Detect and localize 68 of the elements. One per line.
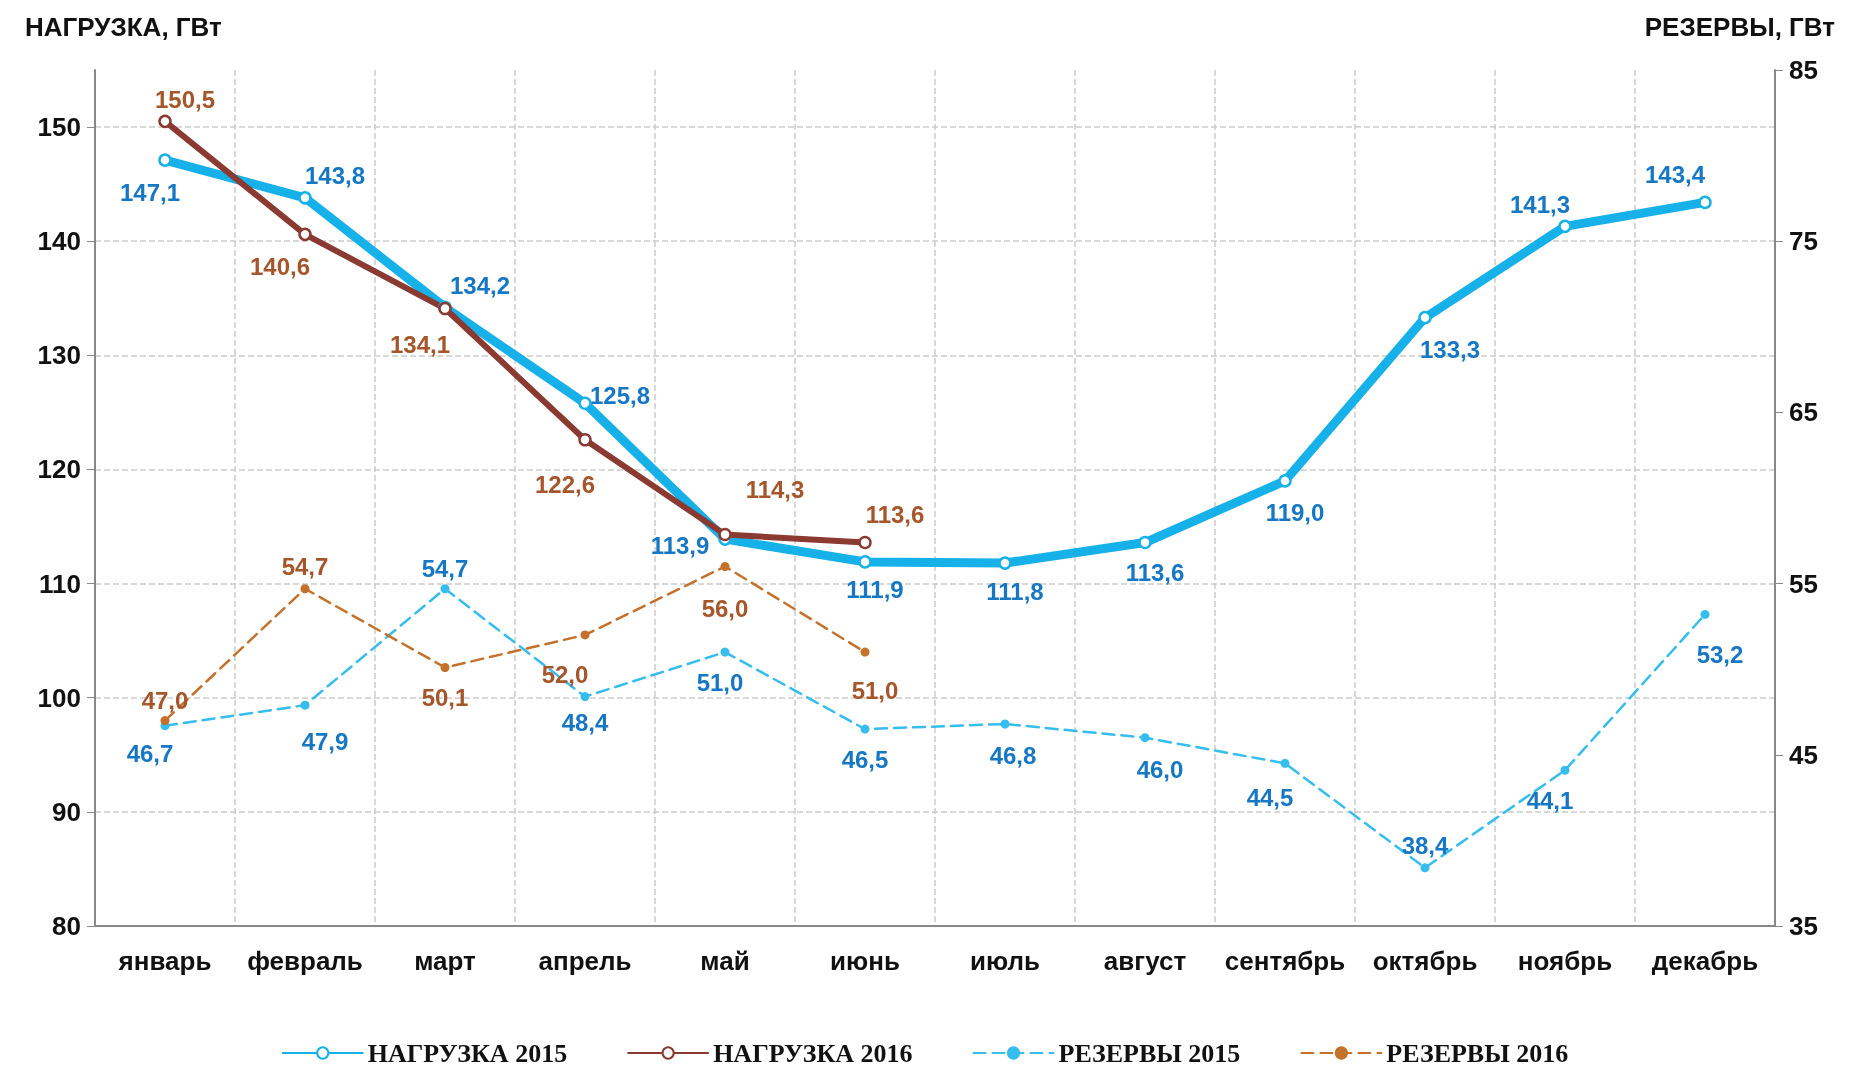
- data-label: 54,7: [281, 553, 329, 581]
- data-label: 46,5: [841, 745, 889, 773]
- data-label: 113,6: [865, 501, 925, 529]
- y-tick-label: 80: [52, 911, 81, 941]
- data-label: 113,9: [650, 531, 710, 559]
- y-tick-label: 90: [52, 796, 81, 827]
- y2-tick-label: 75: [1789, 226, 1818, 257]
- data-label: 46,8: [989, 742, 1037, 770]
- legend-label: РЕЗЕРВЫ 2016: [1386, 1038, 1569, 1068]
- x-tick-label: апрель: [538, 946, 632, 976]
- data-label: 134,1: [389, 331, 451, 359]
- x-tick-label: октябрь: [1372, 946, 1478, 976]
- data-label: 50,1: [421, 683, 469, 711]
- data-label: 122,6: [534, 471, 596, 499]
- data-label: 111,9: [846, 576, 904, 604]
- y-tick-label: 150: [37, 112, 81, 143]
- x-tick-label: май: [700, 946, 750, 976]
- data-label: 48,4: [561, 709, 609, 737]
- x-tick-label: февраль: [247, 946, 363, 976]
- y2-axis-title: РЕЗЕРВЫ, ГВт: [1644, 12, 1836, 42]
- data-label: 46,0: [1136, 756, 1184, 784]
- data-label: 134,2: [449, 271, 511, 299]
- y-tick-label: 110: [39, 568, 81, 599]
- legend-label: НАГРУЗКА 2015: [367, 1038, 568, 1068]
- data-label: 150,5: [154, 85, 216, 113]
- x-tick-label: июль: [969, 946, 1041, 976]
- y-tick-label: 130: [37, 340, 81, 371]
- data-label: 38,4: [1401, 832, 1449, 860]
- data-label: 46,7: [126, 740, 174, 768]
- data-label: 119,0: [1265, 499, 1325, 527]
- data-label: 113,6: [1125, 559, 1185, 587]
- y-tick-label: 140: [37, 226, 81, 257]
- data-label: 44,5: [1246, 783, 1294, 811]
- legend-label: РЕЗЕРВЫ 2015: [1058, 1038, 1241, 1068]
- y2-tick-label: 35: [1789, 911, 1818, 941]
- data-label: 56,0: [701, 594, 749, 622]
- data-label: 143,4: [1644, 160, 1706, 188]
- x-tick-label: август: [1103, 946, 1187, 976]
- data-label: 51,0: [696, 668, 744, 696]
- data-label: 51,0: [851, 676, 899, 704]
- data-label: 53,2: [1696, 640, 1744, 668]
- data-label: 52,0: [541, 661, 589, 689]
- data-label: 140,6: [249, 252, 311, 280]
- x-tick-label: декабрь: [1651, 946, 1759, 976]
- y2-tick-label: 45: [1789, 739, 1818, 770]
- x-tick-label: март: [414, 946, 477, 976]
- x-tick-label: июнь: [830, 946, 900, 976]
- y2-tick-label: 85: [1789, 55, 1818, 85]
- y2-tick-label: 55: [1789, 568, 1818, 599]
- y2-tick-label: 65: [1789, 397, 1818, 428]
- y-axis-title: НАГРУЗКА, ГВт: [25, 12, 223, 42]
- data-label: 47,0: [141, 687, 189, 715]
- data-label: 47,9: [301, 727, 349, 755]
- data-label: 125,8: [589, 381, 651, 409]
- y-tick-label: 120: [37, 454, 81, 485]
- data-label: 44,1: [1526, 786, 1574, 814]
- y-tick-label: 100: [37, 682, 81, 713]
- data-label: 54,7: [421, 555, 469, 583]
- data-label: 114,3: [745, 476, 805, 504]
- x-tick-label: январь: [117, 946, 212, 976]
- legend-label: НАГРУЗКА 2016: [713, 1038, 913, 1068]
- data-label: 143,8: [304, 162, 366, 190]
- data-label: 111,8: [986, 577, 1044, 605]
- data-label: 147,1: [119, 178, 181, 206]
- data-label: 133,3: [1419, 336, 1481, 364]
- x-tick-label: сентябрь: [1224, 946, 1346, 976]
- x-tick-label: ноябрь: [1517, 946, 1613, 976]
- data-label: 141,3: [1509, 190, 1571, 218]
